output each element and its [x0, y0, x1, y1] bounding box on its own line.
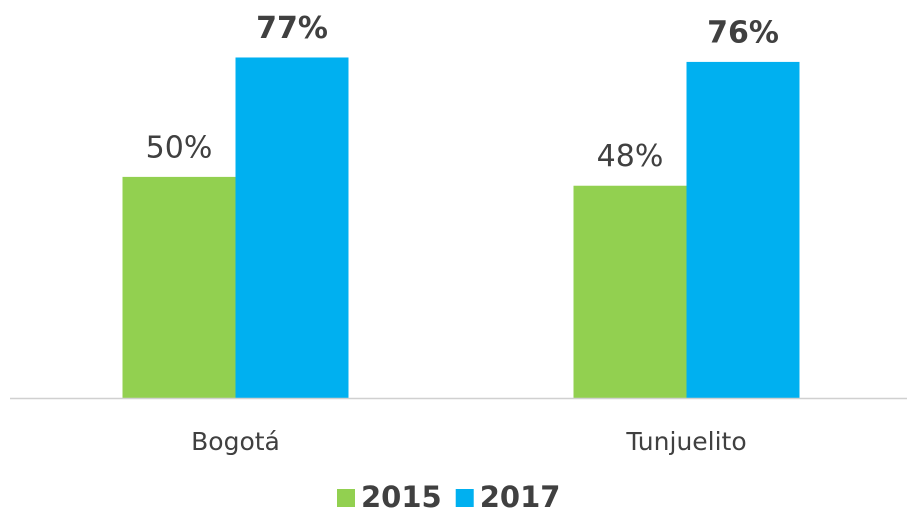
- value-label: 48%: [597, 139, 664, 174]
- legend-swatch: [455, 489, 474, 507]
- bar: [573, 185, 687, 398]
- legend-label: 2017: [480, 480, 561, 514]
- x-tick-label: Bogotá: [191, 427, 280, 456]
- value-label: 77%: [256, 11, 328, 46]
- bar: [686, 61, 800, 399]
- value-label: 50%: [146, 130, 213, 165]
- bar: [235, 57, 349, 398]
- legend-swatch: [337, 489, 355, 507]
- legend-label: 2015: [361, 480, 442, 514]
- value-label: 76%: [707, 15, 779, 50]
- bar: [122, 176, 236, 398]
- x-tick-label: Tunjuelito: [625, 427, 746, 456]
